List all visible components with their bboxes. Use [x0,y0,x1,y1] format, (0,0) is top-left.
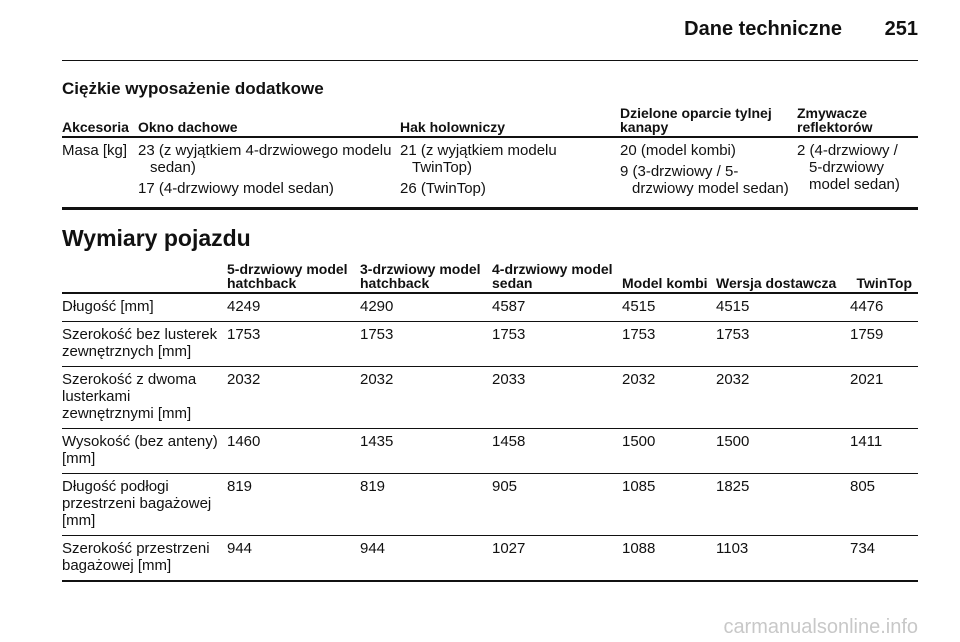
accessories-table: Akcesoria Okno dachowe Hak holowniczy Dziel… [62,104,918,210]
page-header-title: Dane techniczne [684,18,842,40]
table-cell: 4515 [716,293,850,322]
column-header: Model kombi [622,256,716,294]
table-cell: 1753 [716,321,850,367]
column-header: Okno dachowe [138,104,400,138]
table-cell: 905 [492,473,622,536]
cell-text: Masa [kg] [62,142,128,159]
table-cell: 2032 [622,366,716,429]
column-header: 3-drzwiowy model hatchback [360,256,492,294]
table-cell: 20 (model kombi) 9 (3-drzwiowy / 5-drzwio… [620,137,797,210]
table-cell: 944 [227,535,360,582]
table-row: Masa [kg] 23 (z wyjątkiem 4-drzwiowego mo… [62,137,918,210]
cell-text: 26 (TwinTop) [400,180,486,197]
cell-text: 9 (3-drzwiowy / 5-drzwiowy model sedan) [620,163,789,197]
table-row: Wysokość (bez anteny) [mm] 1460 1435 1458 15… [62,428,918,474]
table-cell: 1085 [622,473,716,536]
column-header: TwinTop [850,256,918,294]
table-cell: 1411 [850,428,918,474]
table-cell: 1103 [716,535,850,582]
header-rule [62,60,918,61]
column-header: 4-drzwiowy model sedan [492,256,622,294]
table-cell: 4515 [622,293,716,322]
cell-text: 21 (z wyjątkiem modelu TwinTop) [400,142,557,176]
table-cell: 2021 [850,366,918,429]
table-cell: 1753 [227,321,360,367]
page-number: 251 [884,18,918,40]
table-cell: 2032 [227,366,360,429]
table-cell: 2032 [360,366,492,429]
row-label: Długość podłogi przestrzeni bagażowej [m… [62,473,227,536]
row-label: Wysokość (bez anteny) [mm] [62,428,227,474]
watermark: carmanualsonline.info [723,616,918,638]
section-title: Wymiary pojazdu [62,225,251,251]
cell-text: 20 (model kombi) [620,142,736,159]
table-cell: 805 [850,473,918,536]
table-cell: 1753 [360,321,492,367]
table-cell: 21 (z wyjątkiem modelu TwinTop) 26 (TwinT… [400,137,620,210]
table-row: Szerokość z dwoma lusterkami zewnętrznym… [62,366,918,429]
column-header: Akcesoria [62,104,138,138]
table-cell: 2033 [492,366,622,429]
column-header: Hak holowniczy [400,104,620,138]
table-row: Szerokość bez lusterek zewnętrznych [mm]… [62,321,918,367]
table-cell: 819 [227,473,360,536]
column-header: 5-drzwiowy model hatchback [227,256,360,294]
table-row: Długość [mm] 4249 4290 4587 4515 4515 4476 [62,293,918,322]
table-cell: 1458 [492,428,622,474]
column-header: Zmywacze reflektorów [797,104,918,138]
table-cell: 2 (4-drzwiowy / 5-drzwiowy model sedan) [797,137,918,210]
table-cell: 1435 [360,428,492,474]
table-cell: 819 [360,473,492,536]
table-cell: 4587 [492,293,622,322]
column-header-empty [62,256,227,294]
table-cell: 1460 [227,428,360,474]
table-row: Szerokość przestrzeni bagażowej [mm] 944 9… [62,535,918,582]
dimensions-table: 5-drzwiowy model hatchback 3-drzwiowy mod… [62,256,918,582]
cell-text: 17 (4-drzwiowy model sedan) [138,180,334,197]
table-cell: 4476 [850,293,918,322]
row-label: Szerokość z dwoma lusterkami zewnętrznym… [62,366,227,429]
table-cell: 4290 [360,293,492,322]
table-cell: 1825 [716,473,850,536]
cell-text: 23 (z wyjątkiem 4-drzwiowego modelu seda… [138,142,392,176]
table-cell: 944 [360,535,492,582]
table-cell: 4249 [227,293,360,322]
table-cell: 1088 [622,535,716,582]
table-cell: 1753 [622,321,716,367]
table-cell: 2032 [716,366,850,429]
table-cell: 1027 [492,535,622,582]
table-cell: 1753 [492,321,622,367]
row-label: Szerokość bez lusterek zewnętrznych [mm] [62,321,227,367]
table-cell: Masa [kg] [62,137,138,210]
table-cell: 1500 [622,428,716,474]
table-cell: 1500 [716,428,850,474]
row-label: Szerokość przestrzeni bagażowej [mm] [62,535,227,582]
column-header: Wersja dostawcza [716,256,850,294]
column-header: Dzielone oparcie tylnej kanapy [620,104,797,138]
cell-text: 2 (4-drzwiowy / 5-drzwiowy model sedan) [797,142,900,193]
table-row: Długość podłogi przestrzeni bagażowej [m… [62,473,918,536]
row-label: Długość [mm] [62,293,227,322]
table-cell: 1759 [850,321,918,367]
table-cell: 734 [850,535,918,582]
table-cell: 23 (z wyjątkiem 4-drzwiowego modelu seda… [138,137,400,210]
section-title: Ciężkie wyposażenie dodatkowe [62,79,324,98]
